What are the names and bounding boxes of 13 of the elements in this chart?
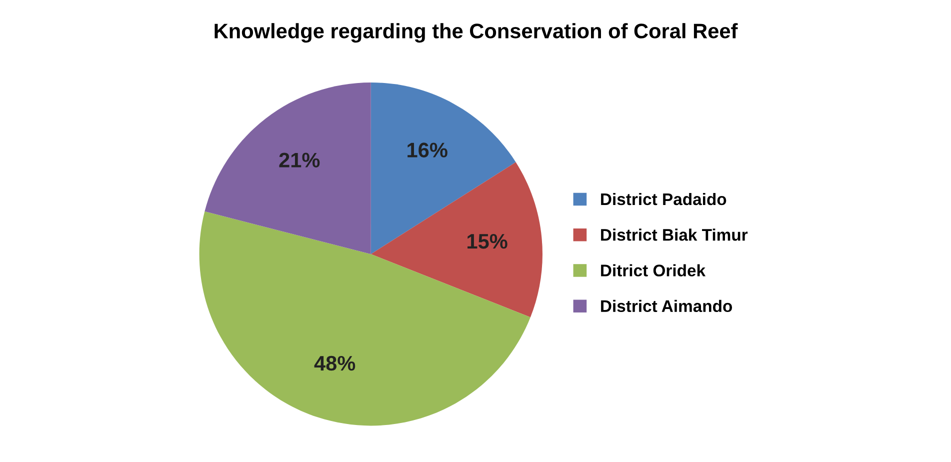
data-label: 21% xyxy=(279,152,320,168)
legend-label: District Padaido xyxy=(601,192,726,206)
pie-slice xyxy=(204,82,371,254)
pie-slice xyxy=(370,162,542,318)
legend-label: District Biak Timur xyxy=(601,228,748,241)
legend-label: District Aimando xyxy=(601,300,732,312)
pie-slice xyxy=(370,82,516,254)
pie-slice xyxy=(199,211,530,426)
data-label: 15% xyxy=(468,234,508,249)
legend-label: Ditrict Oridek xyxy=(601,264,706,276)
data-label: 16% xyxy=(408,142,448,158)
data-label: 48% xyxy=(314,356,356,371)
chart-title: Knowledge regarding the Conservation of Coral Reef xyxy=(214,23,738,43)
